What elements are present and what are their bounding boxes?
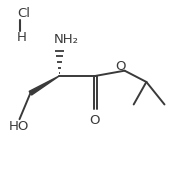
Text: O: O — [89, 114, 100, 127]
Polygon shape — [29, 76, 59, 95]
Text: O: O — [116, 60, 126, 73]
Text: Cl: Cl — [17, 7, 30, 20]
Text: H: H — [17, 31, 27, 44]
Text: HO: HO — [9, 121, 29, 133]
Text: NH₂: NH₂ — [54, 33, 79, 46]
